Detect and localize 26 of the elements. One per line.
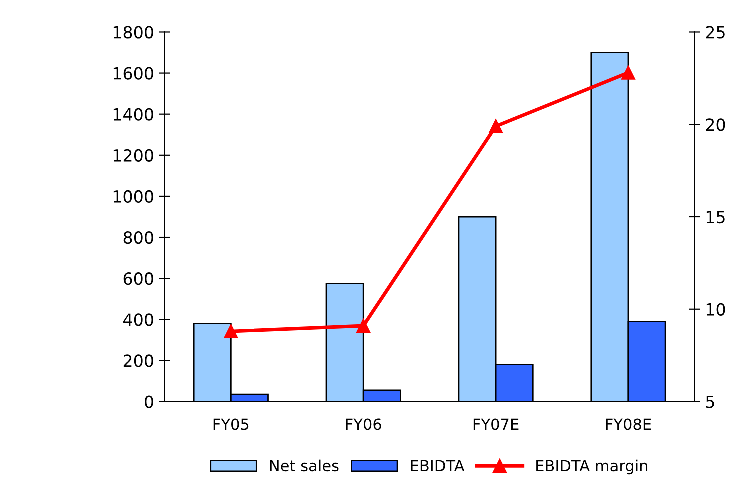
- y-tick-label: 1600: [114, 67, 154, 80]
- legend-label: EBIDTA margin: [536, 460, 648, 475]
- y-tick-label: 1400: [114, 108, 154, 121]
- y-tick-label: 600: [124, 272, 154, 286]
- y-tick-label: 1000: [114, 190, 154, 204]
- point: [622, 66, 636, 80]
- x-tick-label: FY06: [346, 418, 382, 430]
- point: [224, 324, 238, 338]
- x-tick-label: FY07E: [474, 418, 519, 430]
- point: [356, 319, 371, 333]
- y-tick-label: 1200: [114, 149, 154, 162]
- y2-tick-label: 5: [706, 396, 714, 408]
- y-tick-label: 0: [145, 396, 154, 408]
- y2-tick-label: 25: [706, 26, 725, 39]
- y2-tick-label: 10: [706, 303, 726, 316]
- y-tick-label: 800: [124, 231, 154, 244]
- y-tick-label: 200: [124, 354, 154, 368]
- legend-label: Net sales: [270, 460, 339, 472]
- y-tick-label: 400: [124, 314, 154, 326]
- x-tick-label: FY05: [214, 418, 249, 430]
- point: [489, 120, 503, 134]
- y2-tick-label: 20: [706, 118, 726, 132]
- legend-label: EBIDTA: [411, 460, 465, 472]
- y2-tick-label: 15: [706, 211, 725, 224]
- y-tick-label: 1800: [114, 26, 154, 39]
- x-tick-label: FY08E: [606, 418, 652, 430]
